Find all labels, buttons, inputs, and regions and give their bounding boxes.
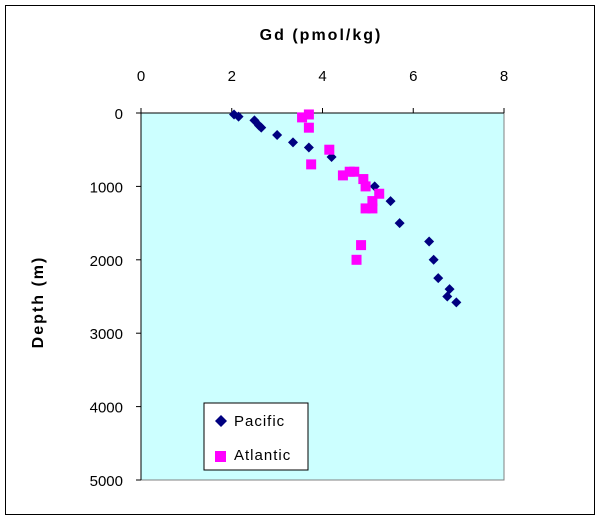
axes: 0 2 4 6 8 0 1000 2000 3000 4000 5000 xyxy=(90,68,509,490)
pacific-data-point xyxy=(385,196,396,207)
atlantic-data-point xyxy=(303,122,314,133)
x-tick-label: 0 xyxy=(137,68,145,85)
x-tick-label: 6 xyxy=(409,68,417,85)
atlantic-data-point xyxy=(297,112,308,123)
pacific-data-point xyxy=(444,284,455,295)
legend-atlantic-label: Atlantic xyxy=(234,447,291,464)
y-axis-title: Depth (m) xyxy=(30,256,47,349)
pacific-data-point xyxy=(303,142,314,153)
atlantic-data-point xyxy=(374,188,385,199)
x-axis-title: Gd (pmol/kg) xyxy=(260,27,383,44)
pacific-data-point xyxy=(433,273,444,284)
atlantic-data-point xyxy=(358,174,369,185)
atlantic-data-point xyxy=(303,109,314,120)
legend-pacific-marker xyxy=(215,415,227,427)
atlantic-data-point xyxy=(360,181,371,192)
atlantic-data-point xyxy=(351,254,362,265)
atlantic-data-point xyxy=(367,203,378,214)
y-tick-label: 3000 xyxy=(90,326,123,343)
atlantic-data-point xyxy=(367,196,378,207)
scatter-chart: Gd (pmol/kg) Depth (m) 0 2 4 6 8 0 1000 2000 300… xyxy=(30,27,509,490)
legend-pacific-label: Pacific xyxy=(234,413,285,430)
data-points xyxy=(229,109,462,308)
x-tick-label: 4 xyxy=(318,68,326,85)
atlantic-data-point xyxy=(324,144,335,155)
atlantic-data-point xyxy=(360,203,371,214)
pacific-data-point xyxy=(451,297,462,308)
y-tick-label: 1000 xyxy=(90,179,123,196)
atlantic-data-point xyxy=(356,240,367,251)
pacific-data-point xyxy=(394,218,405,229)
pacific-data-point xyxy=(272,130,283,141)
y-tick-label: 2000 xyxy=(90,253,123,270)
pacific-data-point xyxy=(288,137,299,148)
legend-atlantic-marker xyxy=(215,451,226,462)
legend: Pacific Atlantic xyxy=(203,402,309,471)
pacific-data-point xyxy=(442,291,453,302)
pacific-data-point xyxy=(424,236,435,247)
x-tick-label: 2 xyxy=(228,68,236,85)
x-tick-label: 8 xyxy=(500,68,508,85)
y-tick-label: 4000 xyxy=(90,400,123,417)
pacific-data-point xyxy=(256,122,267,133)
atlantic-data-point xyxy=(349,166,360,177)
y-tick-label: 5000 xyxy=(90,473,123,490)
chart-frame: Gd (pmol/kg) Depth (m) 0 2 4 6 8 0 1000 2000 300… xyxy=(5,5,595,515)
y-tick-label: 0 xyxy=(115,106,123,123)
pacific-data-point xyxy=(233,111,244,122)
atlantic-data-point xyxy=(306,159,317,170)
atlantic-data-point xyxy=(337,170,348,181)
